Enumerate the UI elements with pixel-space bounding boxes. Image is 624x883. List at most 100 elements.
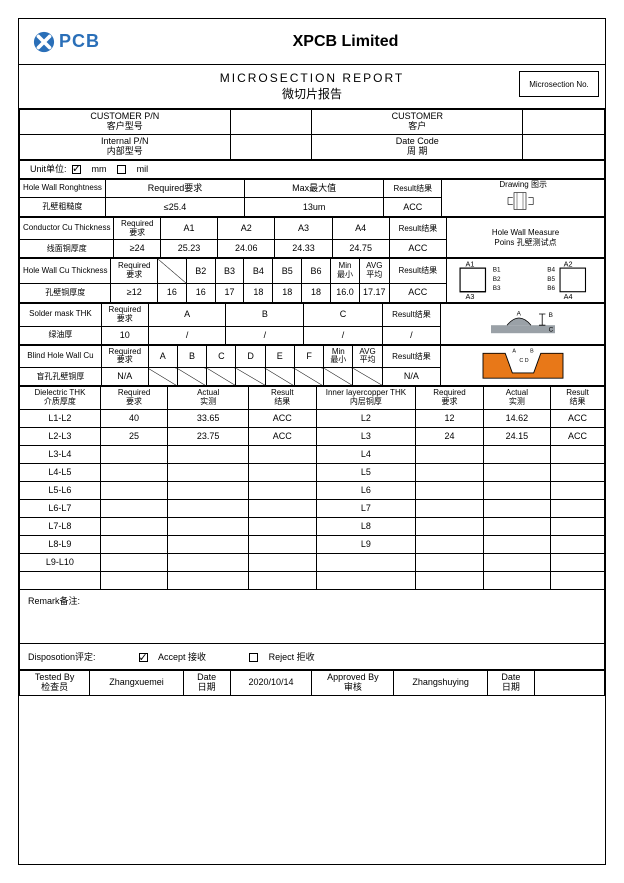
approver-name: Zhangshuying — [394, 670, 488, 695]
hole-wall-cu-table: Hole Wall Cu Thickness Required要求 B2 B3 … — [19, 258, 605, 303]
table-cell: L7-L8 — [20, 517, 101, 535]
svg-text:B1: B1 — [493, 267, 501, 274]
table-cell — [168, 517, 249, 535]
svg-text:B6: B6 — [547, 285, 555, 292]
internal-pn-label: Internal P/N 内部型号 — [20, 134, 231, 159]
unit-mm-checkbox[interactable] — [72, 165, 81, 174]
hwrough-label-cn: 孔壁粗糙度 — [20, 198, 106, 217]
svg-text:A3: A3 — [466, 292, 475, 299]
svg-text:A4: A4 — [564, 292, 573, 299]
approved-date — [534, 670, 604, 695]
required-header: Required要求 — [105, 179, 244, 198]
table-cell: 24.15 — [483, 427, 550, 445]
table-cell — [100, 463, 167, 481]
table-cell: L9 — [316, 535, 416, 553]
solder-mask-table: Solder mask THK Required要求 A B C Result结… — [19, 303, 605, 345]
customer-pn-label: CUSTOMER P/N 客户型号 — [20, 110, 231, 135]
table-cell — [551, 463, 605, 481]
hole-wall-roughness-table: Hole Wall Ronghtness Required要求 Max最大值 R… — [19, 179, 605, 217]
table-cell: 24 — [416, 427, 483, 445]
table-cell — [551, 517, 605, 535]
logo-text: PCB — [59, 31, 100, 52]
table-cell: ACC — [249, 427, 316, 445]
svg-text:B: B — [530, 348, 534, 354]
table-cell: ACC — [551, 409, 605, 427]
table-cell — [249, 463, 316, 481]
table-cell — [416, 463, 483, 481]
date-code-label: Date Code 周 期 — [312, 134, 523, 159]
table-cell — [100, 517, 167, 535]
table-cell — [416, 535, 483, 553]
company-name: XPCB Limited — [100, 33, 591, 51]
signature-table: Tested By检查员 Zhangxuemei Date日期 2020/10/… — [19, 670, 605, 696]
drawing-5: A B C D — [441, 345, 605, 386]
table-cell — [416, 499, 483, 517]
date-code-value — [523, 134, 605, 159]
title-row: MICROSECTION REPORT 微切片报告 Microsection N… — [19, 65, 605, 109]
table-cell — [551, 571, 605, 589]
logo: PCB — [33, 31, 100, 53]
table-cell — [168, 463, 249, 481]
customer-label: CUSTOMER 客户 — [312, 110, 523, 135]
svg-text:B5: B5 — [547, 276, 555, 283]
table-cell: L2-L3 — [20, 427, 101, 445]
table-cell — [483, 553, 550, 571]
table-cell: L3-L4 — [20, 445, 101, 463]
condcu-label-en: Conductor Cu Thickness — [20, 217, 114, 240]
table-cell — [483, 445, 550, 463]
table-cell: 40 — [100, 409, 167, 427]
table-cell — [100, 481, 167, 499]
table-cell — [483, 499, 550, 517]
table-cell — [100, 553, 167, 571]
svg-text:B2: B2 — [493, 276, 501, 283]
drawing-2: Hole Wall MeasurePoins 孔壁测试点 — [447, 217, 605, 258]
svg-text:B: B — [548, 313, 552, 320]
table-cell — [249, 445, 316, 463]
unit-mil-checkbox[interactable] — [117, 165, 126, 174]
table-cell: L4-L5 — [20, 463, 101, 481]
table-cell — [551, 481, 605, 499]
table-cell: L7 — [316, 499, 416, 517]
table-cell — [249, 535, 316, 553]
hwrough-req: ≤25.4 — [105, 198, 244, 217]
table-cell — [249, 571, 316, 589]
drawing-1: Drawing 图示 — [442, 179, 605, 216]
table-cell: L5 — [316, 463, 416, 481]
microsection-no-label: Microsection No. — [520, 80, 598, 89]
table-cell: 25 — [100, 427, 167, 445]
table-cell — [100, 571, 167, 589]
table-cell — [416, 517, 483, 535]
table-cell: L4 — [316, 445, 416, 463]
table-cell — [551, 445, 605, 463]
table-cell: L5-L6 — [20, 481, 101, 499]
table-cell — [168, 499, 249, 517]
remark-box: Remark备注: — [19, 590, 605, 644]
table-cell — [416, 553, 483, 571]
table-cell: L3 — [316, 427, 416, 445]
svg-text:B4: B4 — [547, 267, 555, 274]
table-cell: 14.62 — [483, 409, 550, 427]
drawing-3: A1A2 B1B4 B2B5 B3B6 A3A4 — [447, 259, 605, 303]
table-cell: 33.65 — [168, 409, 249, 427]
result-header: Result结果 — [384, 179, 442, 198]
table-cell: ACC — [551, 427, 605, 445]
microsection-no-box: Microsection No. — [519, 71, 599, 97]
table-cell: L9-L10 — [20, 553, 101, 571]
table-cell: 23.75 — [168, 427, 249, 445]
table-cell — [483, 517, 550, 535]
table-cell: L6-L7 — [20, 499, 101, 517]
logo-icon — [33, 31, 55, 53]
unit-row: Unit单位: mm mil — [20, 160, 605, 178]
title-cn: 微切片报告 — [19, 85, 605, 102]
accept-checkbox[interactable] — [139, 653, 148, 662]
report-page: PCB XPCB Limited MICROSECTION REPORT 微切片… — [18, 18, 606, 865]
table-cell — [168, 571, 249, 589]
table-cell — [483, 571, 550, 589]
table-cell — [100, 499, 167, 517]
svg-text:D: D — [524, 358, 528, 364]
svg-text:A2: A2 — [564, 260, 573, 269]
table-cell — [249, 517, 316, 535]
reject-checkbox[interactable] — [249, 653, 258, 662]
conductor-cu-table: Conductor Cu Thickness Required要求 A1 A2 … — [19, 217, 605, 259]
svg-text:A: A — [516, 311, 521, 318]
